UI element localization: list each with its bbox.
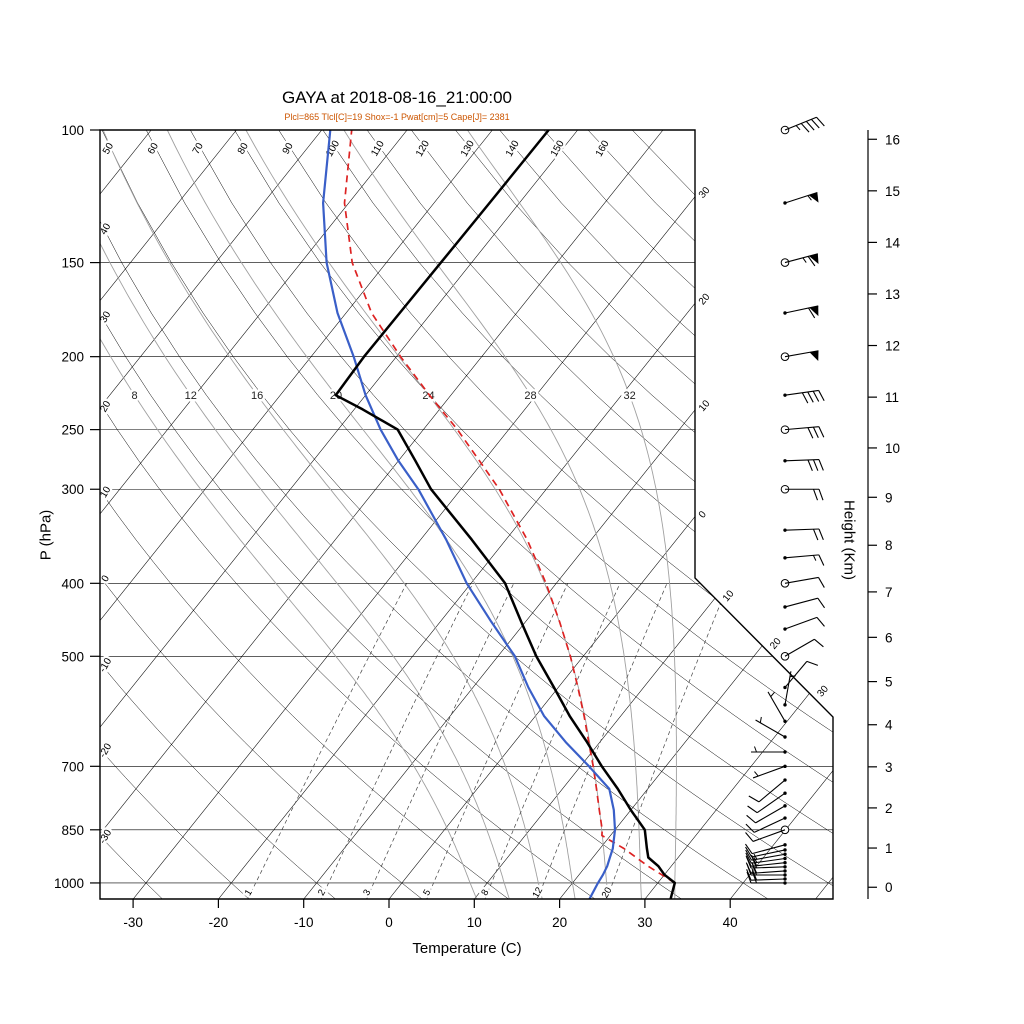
- svg-text:16: 16: [885, 132, 900, 147]
- svg-text:8: 8: [131, 390, 137, 402]
- svg-text:250: 250: [61, 423, 84, 438]
- svg-text:8: 8: [479, 888, 491, 898]
- svg-text:90: 90: [281, 141, 296, 157]
- svg-text:40: 40: [723, 915, 738, 930]
- svg-text:-20: -20: [209, 915, 229, 930]
- svg-text:13: 13: [885, 287, 900, 302]
- svg-text:20: 20: [768, 636, 784, 652]
- svg-text:0: 0: [885, 880, 893, 895]
- svg-text:500: 500: [61, 649, 84, 664]
- svg-text:3: 3: [885, 760, 893, 775]
- svg-text:30: 30: [637, 915, 652, 930]
- svg-text:400: 400: [61, 576, 84, 591]
- svg-text:300: 300: [61, 482, 84, 497]
- chart-title: GAYA at 2018-08-16_21:00:00: [282, 88, 512, 107]
- svg-text:0: 0: [100, 573, 113, 584]
- svg-text:30: 30: [697, 185, 713, 201]
- svg-text:200: 200: [61, 350, 84, 365]
- svg-text:20: 20: [697, 291, 713, 307]
- svg-text:-10: -10: [294, 915, 314, 930]
- svg-text:140: 140: [504, 138, 522, 158]
- svg-text:1: 1: [243, 888, 255, 898]
- svg-text:80: 80: [236, 141, 251, 157]
- svg-text:24: 24: [422, 390, 434, 402]
- svg-text:10: 10: [697, 398, 713, 414]
- svg-text:10: 10: [721, 588, 737, 604]
- svg-text:160: 160: [594, 138, 612, 158]
- svg-text:32: 32: [624, 390, 636, 402]
- height-axis-label: Height (Km): [840, 499, 858, 581]
- temperature-axis-label: Temperature (C): [412, 940, 522, 957]
- svg-text:6: 6: [885, 630, 893, 645]
- svg-text:30: 30: [815, 683, 831, 699]
- svg-text:100: 100: [61, 123, 84, 138]
- svg-text:9: 9: [885, 490, 893, 505]
- svg-text:15: 15: [885, 184, 900, 199]
- svg-text:10: 10: [885, 441, 900, 456]
- svg-text:120: 120: [414, 138, 432, 158]
- svg-text:150: 150: [549, 138, 567, 158]
- svg-text:14: 14: [885, 235, 901, 250]
- svg-text:1000: 1000: [54, 876, 84, 891]
- svg-text:12: 12: [185, 390, 197, 402]
- svg-text:10: 10: [467, 915, 482, 930]
- svg-text:150: 150: [61, 256, 84, 271]
- svg-text:11: 11: [885, 390, 899, 405]
- svg-text:8: 8: [885, 538, 893, 553]
- svg-text:110: 110: [369, 139, 387, 159]
- svg-text:12: 12: [530, 885, 545, 900]
- svg-text:2: 2: [316, 888, 328, 898]
- svg-text:28: 28: [524, 390, 536, 402]
- svg-text:700: 700: [61, 759, 84, 774]
- svg-text:12: 12: [885, 339, 900, 354]
- svg-text:0: 0: [697, 509, 709, 521]
- svg-text:3: 3: [361, 888, 373, 898]
- pressure-axis-label: P (hPa): [37, 509, 55, 561]
- svg-text:2: 2: [885, 801, 893, 816]
- svg-text:5: 5: [421, 888, 433, 898]
- chart-subtitle: Plcl=865 Tlcl[C]=19 Shox=-1 Pwat[cm]=5 C…: [284, 112, 510, 122]
- svg-text:4: 4: [885, 718, 893, 733]
- svg-text:0: 0: [385, 915, 393, 930]
- svg-text:130: 130: [459, 138, 477, 158]
- svg-text:20: 20: [552, 915, 567, 930]
- svg-text:1: 1: [885, 841, 893, 856]
- svg-text:16: 16: [251, 390, 263, 402]
- svg-text:20: 20: [600, 885, 615, 900]
- svg-text:850: 850: [61, 823, 84, 838]
- svg-text:5: 5: [885, 675, 893, 690]
- svg-text:-30: -30: [123, 915, 143, 930]
- svg-text:7: 7: [885, 585, 893, 600]
